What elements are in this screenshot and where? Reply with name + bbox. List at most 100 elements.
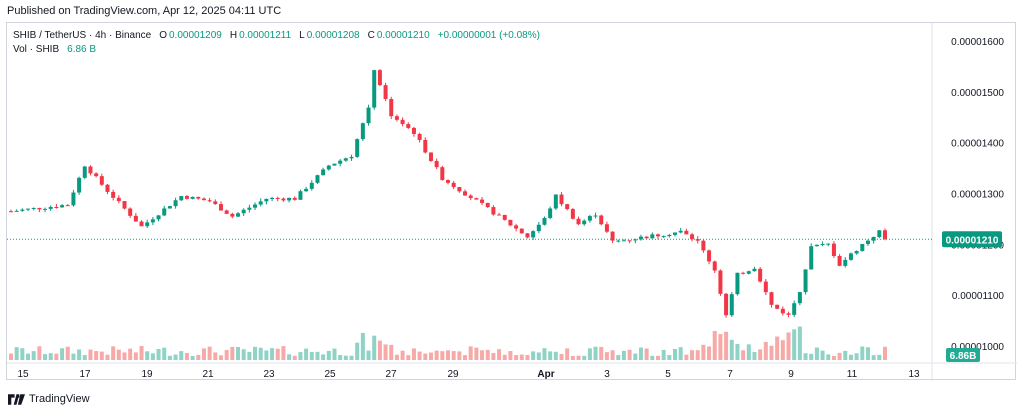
volume-bar [366,350,371,360]
candle-body [82,166,87,178]
candle-body [105,184,110,192]
candle-body [258,201,263,205]
candle-body [741,272,746,274]
candle-body [480,199,485,203]
candle-body [321,169,326,176]
volume-bar [360,332,365,360]
volume-bar [877,354,882,360]
low-value: 0.00001208 [306,30,360,41]
candle-body [599,215,604,225]
candle-body [633,239,638,241]
candle-body [735,272,740,295]
candle-body [576,218,581,225]
volume-bar [525,354,530,360]
volume-bar [854,353,859,360]
volume-bar [236,347,241,360]
close-value: 0.00001210 [376,30,430,41]
volume-bar [332,348,337,360]
volume-bar [729,339,734,360]
volume-bar [218,355,223,360]
candle-body [695,239,700,241]
candle-body [684,230,689,235]
candle-body [423,139,428,153]
candle-body [809,246,814,270]
volume-bar [43,354,48,360]
volume-bar [213,352,218,360]
candle-body [196,196,201,199]
candle-body [332,163,337,166]
volume-bar [287,354,292,360]
volume-bar [77,349,82,360]
volume-label[interactable]: Vol · SHIB [13,44,60,55]
volume-bar [31,351,36,360]
volume-bar [508,351,513,360]
candle-body [417,133,422,140]
volume-bar [60,348,65,360]
volume-bar [20,348,25,360]
x-tick-label: 13 [908,369,920,380]
candle-body [292,197,297,200]
volume-bar [695,350,700,360]
volume-bar [752,352,757,360]
candle-body [43,208,48,210]
candle-body [446,180,450,183]
candle-body [701,240,706,251]
volume-bar [553,351,558,360]
volume-bar [457,351,462,360]
candle-body [247,207,252,210]
volume-bar [763,341,768,360]
volume-bar [650,355,655,360]
volume-bar [633,353,638,360]
x-tick-label: 15 [17,369,29,380]
volume-bar [434,350,439,360]
candle-body [128,208,133,216]
candle-body [179,196,184,201]
candle-body [814,244,819,247]
volume-bar [741,350,746,360]
volume-bar [610,350,615,360]
candle-body [502,214,507,220]
volume-bar [14,347,19,360]
ohlc-legend: SHIB / TetherUS · 4h · Binance O 0.00001… [13,30,540,41]
candle-body [673,232,678,235]
volume-bar [292,355,297,360]
open-label: O [159,30,167,41]
volume-bar [673,348,678,360]
candle-body [173,200,178,207]
volume-bar [514,355,519,360]
volume-bar [321,354,326,360]
candle-body [769,292,774,305]
candle-body [610,231,615,241]
volume-bar [831,355,836,360]
high-value: 0.00001211 [239,30,292,41]
volume-bar [338,354,343,360]
candle-body [298,191,303,200]
candle-body [224,210,229,214]
candle-body [451,182,456,188]
volume-bar [707,346,712,360]
candle-body [690,234,695,240]
x-tick-label: 21 [202,369,214,380]
candle-body [162,208,167,216]
candle-body [343,158,348,161]
volume-bar [275,348,280,360]
symbol-label[interactable]: SHIB / TetherUS · 4h · Binance [13,30,152,41]
candle-body [145,222,150,227]
candle-body [837,255,842,266]
candle-body [582,220,587,225]
candle-body [440,167,445,181]
candle-body [9,211,13,213]
volume-bar [196,354,201,360]
volume-bar [383,344,388,360]
volume-bar [26,353,31,360]
volume-bar [343,355,348,360]
volume-bar [179,351,184,360]
volume-bar [621,350,626,360]
price-chart[interactable]: 0.00001600 0.00001500 0.00001400 0.00001300… [7,23,1017,381]
chart-frame[interactable]: 0.00001600 0.00001500 0.00001400 0.00001300… [6,22,1017,381]
x-tick-label: 17 [79,369,91,380]
candle-body [661,236,666,238]
y-tick-label: 0.00001600 [951,37,1004,48]
volume-bar [423,353,428,360]
volume-bar [565,348,570,360]
